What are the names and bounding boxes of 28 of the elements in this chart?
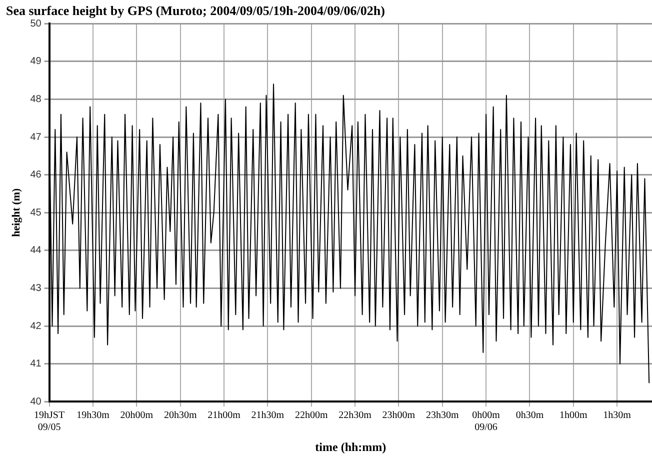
x-tick-label: 22h30m (338, 410, 372, 422)
y-tick-label: 44 (30, 245, 42, 256)
x-axis-title: time (hh:mm) (315, 440, 386, 454)
x-tick-label: 23h00m (382, 410, 416, 422)
x-tick-label: 0h30m (516, 410, 544, 422)
x-tick-label: 22h00m (294, 410, 328, 422)
y-tick-label: 47 (30, 132, 42, 143)
x-tick-label: 1h00m (560, 410, 588, 422)
y-tick-label: 48 (30, 94, 42, 105)
x-tick-label: 0h00m 09/06 (472, 410, 500, 434)
y-axis-title: height (m) (10, 188, 22, 237)
y-tick-label: 40 (30, 396, 42, 408)
y-tick-label: 42 (30, 320, 42, 332)
x-tick-label: 20h30m (164, 410, 197, 422)
x-tick-label: 1h30m (603, 410, 632, 422)
x-tick-label: 19h30m (76, 410, 110, 422)
x-tick-label: 21h30m (251, 410, 284, 422)
y-tick-label: 41 (30, 358, 42, 370)
y-tick-label: 46 (30, 170, 42, 181)
y-tick-label: 45 (30, 207, 42, 218)
y-tick-label: 49 (30, 56, 42, 68)
y-tick-label: 50 (30, 18, 42, 30)
x-tick-label: 21h00m (208, 410, 241, 422)
chart-title: Sea surface height by GPS (Muroto; 2004/09/05/19h-2004/09/06/02h) (6, 3, 385, 18)
x-tick-label: 20h00m (120, 410, 154, 422)
y-tick-label: 43 (30, 282, 42, 294)
x-tick-label: 19hJST 09/05 (34, 410, 65, 434)
x-tick-label: 23h30m (426, 410, 459, 422)
